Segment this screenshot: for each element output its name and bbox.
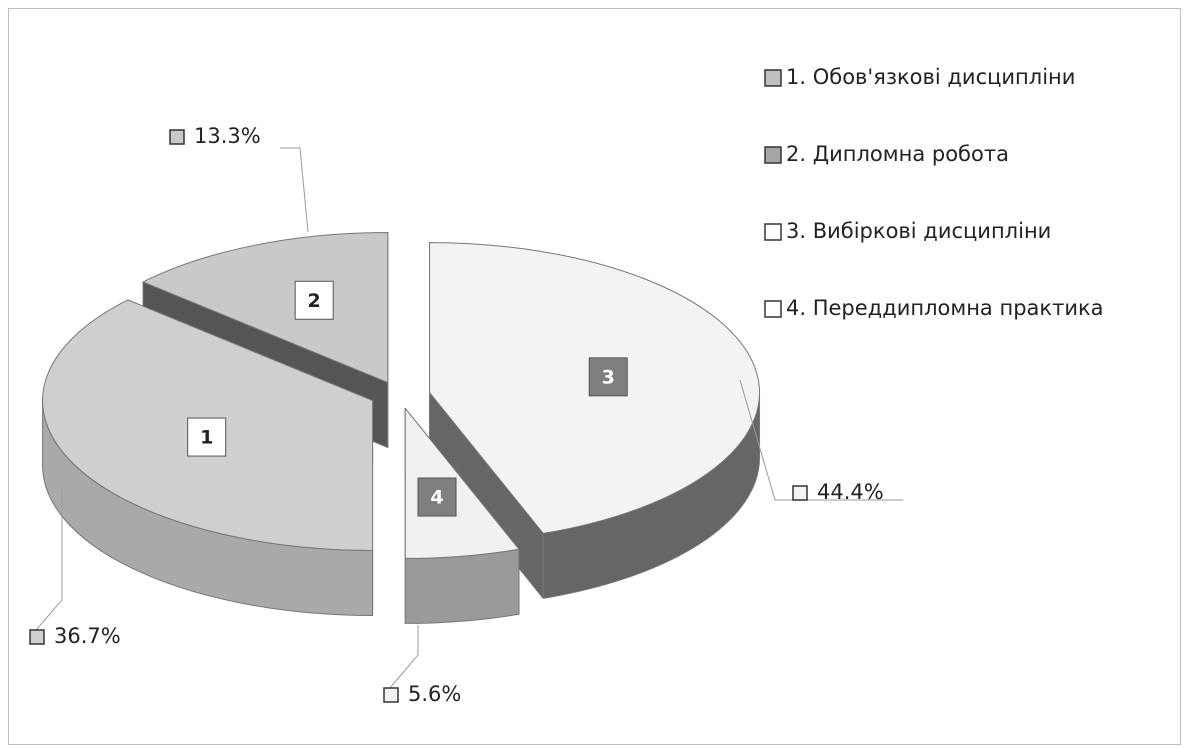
leader-line [29,490,63,638]
slice-side [404,548,520,624]
value-label: 5.6% [408,682,461,706]
slice-label-box [294,280,334,320]
slice-label: 1 [200,427,213,449]
value-label-key [792,485,808,501]
slice-top [142,232,389,384]
value-label-key [29,629,45,645]
legend-label: 3. Вибіркові дисципліни [786,219,1051,243]
slice: 1 [42,299,374,617]
legend-label: 1. Обов'язкові дисципліни [786,65,1075,89]
slice-top [404,407,520,559]
slice: 4 [404,407,520,624]
slice-label-box [187,417,227,457]
value-label: 44.4% [817,480,884,504]
legend-label: 2. Дипломна робота [786,142,1009,166]
legend-key [764,223,782,241]
legend-label: 4. Переддипломна практика [786,296,1104,320]
slice-label: 2 [308,290,321,312]
value-label: 13.3% [194,124,261,148]
legend-key [764,300,782,318]
slice-label: 4 [430,487,443,509]
slice-label: 3 [602,366,615,388]
legend-key [764,146,782,164]
leader-line [383,625,419,696]
slice-label-box [588,357,628,397]
legend-key [764,69,782,87]
value-label-key [383,687,399,703]
slice-label-box [417,477,457,517]
value-label-key [169,129,185,145]
leader-line [280,147,309,233]
leader-line [739,379,903,501]
value-label: 36.7% [54,624,121,648]
